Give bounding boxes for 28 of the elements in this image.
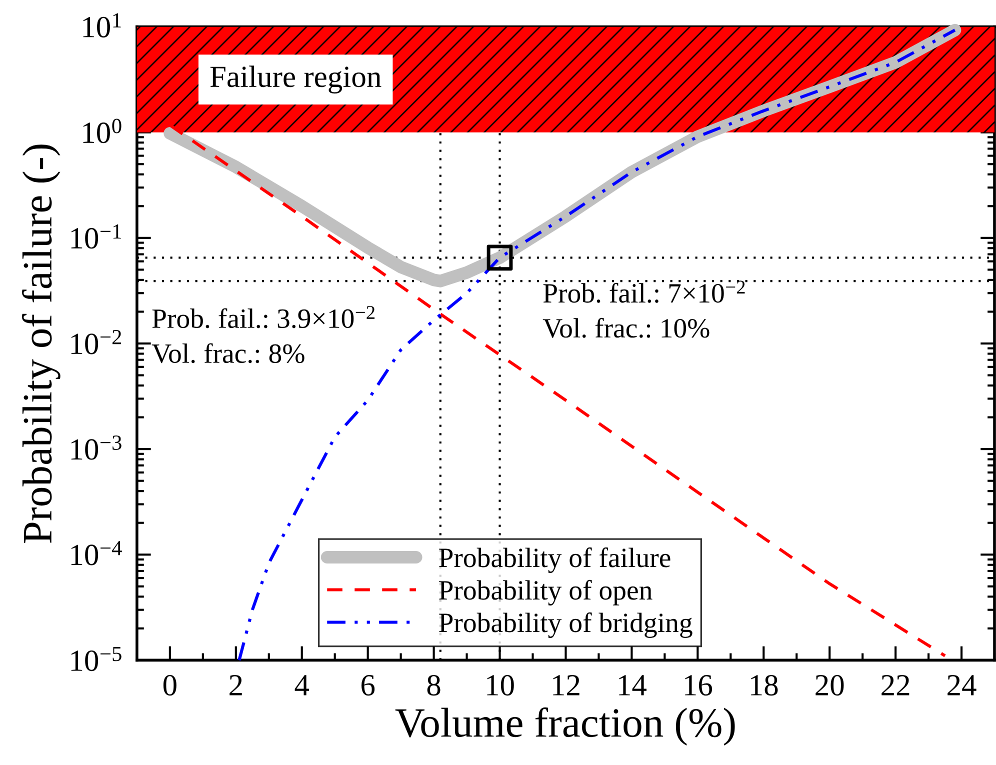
- x-tick-label: 6: [362, 675, 375, 696]
- x-tick-label: 24: [948, 675, 976, 696]
- legend-label: Probability of bridging: [439, 612, 692, 638]
- y-axis-title: Probability of failure (-): [22, 144, 60, 544]
- x-tick-label: 20: [816, 674, 844, 696]
- x-tick-label: 0: [163, 674, 176, 696]
- y-tick-label: 10$^{−3}$: [71, 436, 122, 460]
- x-tick-label: 10: [487, 674, 514, 696]
- text: Prob. fail.: 3.9×10$^{−2}$ Vol. frac.: 8%: [152, 306, 375, 364]
- x-tick-label: 22: [882, 675, 910, 696]
- band-label: Failure region: [210, 66, 382, 94]
- x-axis-title: Volume fraction (%): [395, 707, 735, 746]
- text: Prob. fail.: 7×10$^{−2}$ Vol. frac.: 10%: [542, 280, 745, 338]
- x-tick-label: 4: [294, 675, 310, 696]
- legend-label: Probability of failure: [439, 547, 670, 573]
- y-tick-label: 10$^{1}$: [83, 13, 121, 38]
- x-tick-label: 2: [230, 675, 242, 696]
- x-tick-label: 8: [427, 674, 440, 696]
- x-tick-label: 12: [553, 675, 580, 696]
- y-tick-label: 10$^{−5}$: [71, 646, 122, 672]
- y-tick-label: 10$^{0}$: [83, 118, 122, 144]
- y-tick-label: 10$^{−1}$: [71, 224, 121, 249]
- x-tick-label: 14: [619, 675, 646, 696]
- y-tick-label: 10$^{−4}$: [71, 541, 122, 566]
- legend-label: Probability of open: [439, 580, 652, 606]
- x-tick-label: 18: [751, 674, 778, 696]
- y-tick-label: 10$^{−2}$: [71, 330, 122, 354]
- x-tick-label: 16: [685, 675, 712, 696]
